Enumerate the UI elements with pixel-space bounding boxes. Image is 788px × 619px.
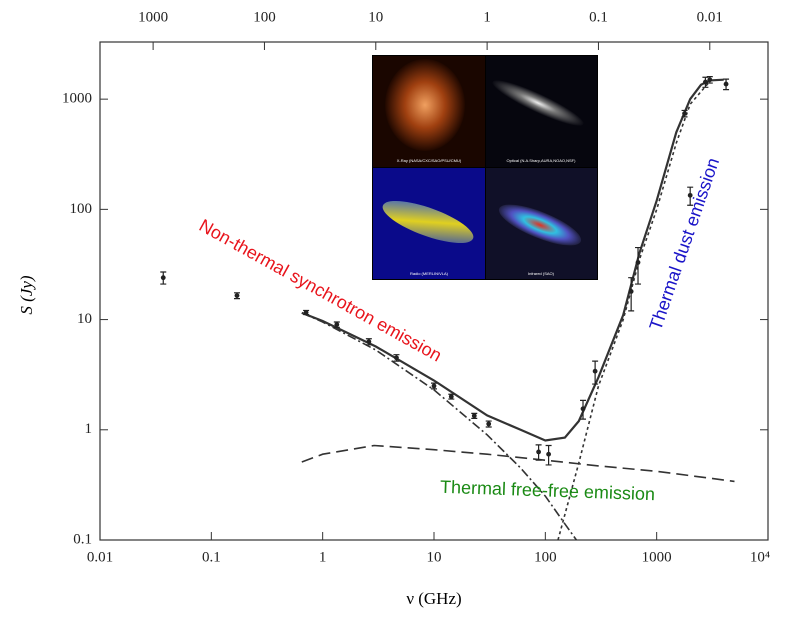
x-tick-label: 0.01	[87, 549, 113, 565]
data-point	[628, 289, 634, 294]
inset-caption: Radio (MERLIN/VLA)	[410, 271, 449, 276]
x2-tick-label: 10	[368, 9, 383, 25]
y-tick-label: 0.1	[73, 531, 92, 547]
x2-tick-label: 1	[483, 9, 491, 25]
inset-caption: X-Ray (NASA/CXC/SAO/PSU/CMU)	[397, 158, 462, 163]
model-curve	[301, 78, 724, 442]
data-point	[723, 81, 729, 87]
x2-tick-label: 0.01	[697, 9, 723, 25]
inset-image: X-Ray (NASA/CXC/SAO/PSU/CMU) Optical (N.…	[372, 55, 598, 280]
data-point	[334, 322, 340, 328]
model-curve	[301, 444, 735, 483]
data-point	[303, 310, 309, 315]
data-point	[580, 406, 586, 412]
data-point	[687, 192, 693, 198]
y-tick-label: 100	[70, 201, 93, 217]
plot-area	[160, 76, 735, 541]
x2-tick-label: 0.1	[589, 9, 608, 25]
data-point	[682, 111, 687, 116]
radio-image	[382, 200, 474, 244]
error-bar	[635, 246, 642, 285]
x-tick-label: 1000	[642, 549, 672, 565]
data-point	[448, 394, 454, 400]
data-point	[486, 421, 492, 427]
data-point	[394, 355, 399, 361]
x-tick-label: 1	[319, 549, 327, 565]
inset-caption: Optical (N.A.Sharp,AURA,NOAO,NSF)	[507, 158, 577, 163]
data-point	[366, 339, 372, 345]
data-point	[592, 368, 598, 374]
annotation: Thermal dust emission	[645, 155, 723, 333]
data-point	[471, 413, 477, 419]
error-bar	[628, 277, 635, 312]
data-point	[546, 451, 552, 457]
x-tick-label: 100	[534, 549, 557, 565]
x2-tick-label: 100	[253, 9, 276, 25]
x2-tick-label: 1000	[138, 9, 168, 25]
y-tick-label: 10	[77, 311, 92, 327]
data-point	[431, 383, 437, 389]
xray-image	[385, 59, 465, 151]
infrared-image	[498, 204, 582, 246]
data-point	[703, 79, 708, 85]
model-curve	[301, 312, 578, 541]
data-point	[234, 293, 240, 299]
x-tick-label: 0.1	[202, 549, 221, 565]
y-tick-label: 1000	[62, 91, 92, 107]
y-axis-label: S (Jy)	[17, 275, 36, 315]
y-tick-label: 1	[85, 421, 93, 437]
data-point	[707, 77, 713, 83]
x-tick-label: 10⁴	[750, 549, 770, 565]
x-axis-label: ν (GHz)	[406, 589, 461, 608]
data-point	[536, 449, 541, 455]
optical-image	[492, 80, 584, 126]
inset-caption: Infrared (SAO)	[528, 271, 555, 276]
x-tick-label: 10	[427, 549, 442, 565]
annotation: Thermal free-free emission	[440, 477, 656, 504]
data-point	[160, 275, 166, 281]
data-point	[635, 260, 641, 265]
